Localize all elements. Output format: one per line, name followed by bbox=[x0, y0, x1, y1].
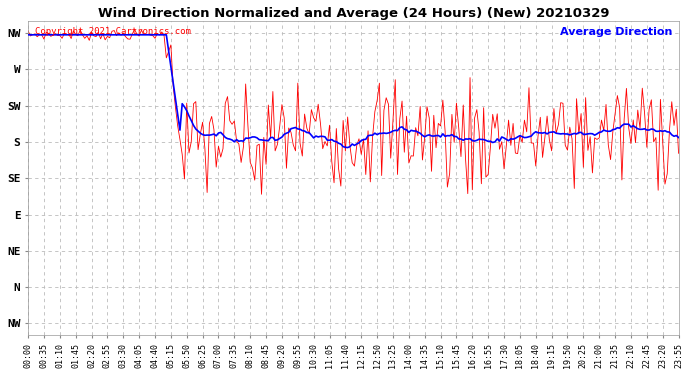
Title: Wind Direction Normalized and Average (24 Hours) (New) 20210329: Wind Direction Normalized and Average (2… bbox=[97, 7, 609, 20]
Text: Copyright 2021 Cartronics.com: Copyright 2021 Cartronics.com bbox=[34, 27, 190, 36]
Text: Average Direction: Average Direction bbox=[560, 27, 672, 38]
